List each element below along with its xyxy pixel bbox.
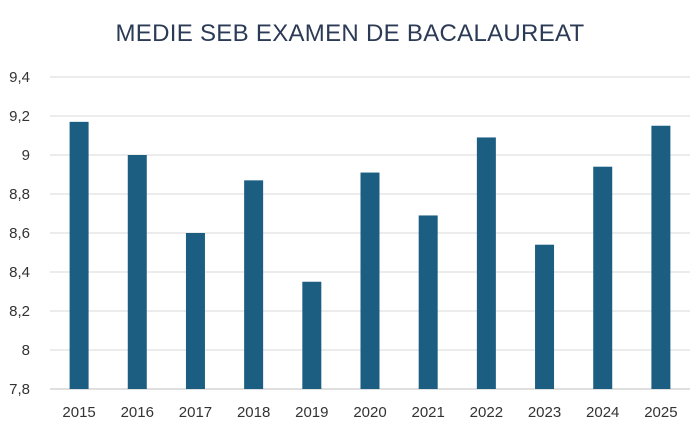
x-tick-label: 2023 bbox=[528, 404, 561, 421]
x-tick-label: 2020 bbox=[353, 404, 386, 421]
x-tick-label: 2024 bbox=[586, 404, 619, 421]
x-tick-label: 2017 bbox=[179, 404, 212, 421]
x-tick-label: 2016 bbox=[121, 404, 154, 421]
bar bbox=[418, 215, 438, 389]
x-tick-label: 2015 bbox=[62, 404, 95, 421]
bar bbox=[127, 155, 147, 389]
bar bbox=[476, 137, 496, 389]
bar bbox=[535, 244, 555, 389]
y-tick-label: 8,8 bbox=[9, 186, 30, 203]
bar bbox=[593, 166, 613, 389]
y-tick-label: 7,8 bbox=[9, 381, 30, 398]
bar bbox=[302, 281, 322, 389]
bar bbox=[360, 172, 380, 389]
y-tick-label: 8 bbox=[22, 342, 30, 359]
x-tick-label: 2022 bbox=[470, 404, 503, 421]
y-tick-label: 9,2 bbox=[9, 108, 30, 125]
bar bbox=[185, 233, 205, 389]
chart-title: MEDIE SEB EXAMEN DE BACALAUREAT bbox=[115, 20, 585, 47]
bar bbox=[244, 180, 264, 389]
bar bbox=[651, 125, 671, 389]
x-tick-label: 2018 bbox=[237, 404, 270, 421]
y-tick-label: 9 bbox=[22, 147, 30, 164]
x-tick-label: 2021 bbox=[411, 404, 444, 421]
y-tick-label: 8,6 bbox=[9, 225, 30, 242]
y-tick-label: 8,4 bbox=[9, 264, 30, 281]
y-tick-label: 9,4 bbox=[9, 69, 30, 86]
x-tick-label: 2019 bbox=[295, 404, 328, 421]
x-tick-label: 2025 bbox=[644, 404, 677, 421]
y-tick-label: 8,2 bbox=[9, 303, 30, 320]
bar bbox=[69, 121, 89, 389]
